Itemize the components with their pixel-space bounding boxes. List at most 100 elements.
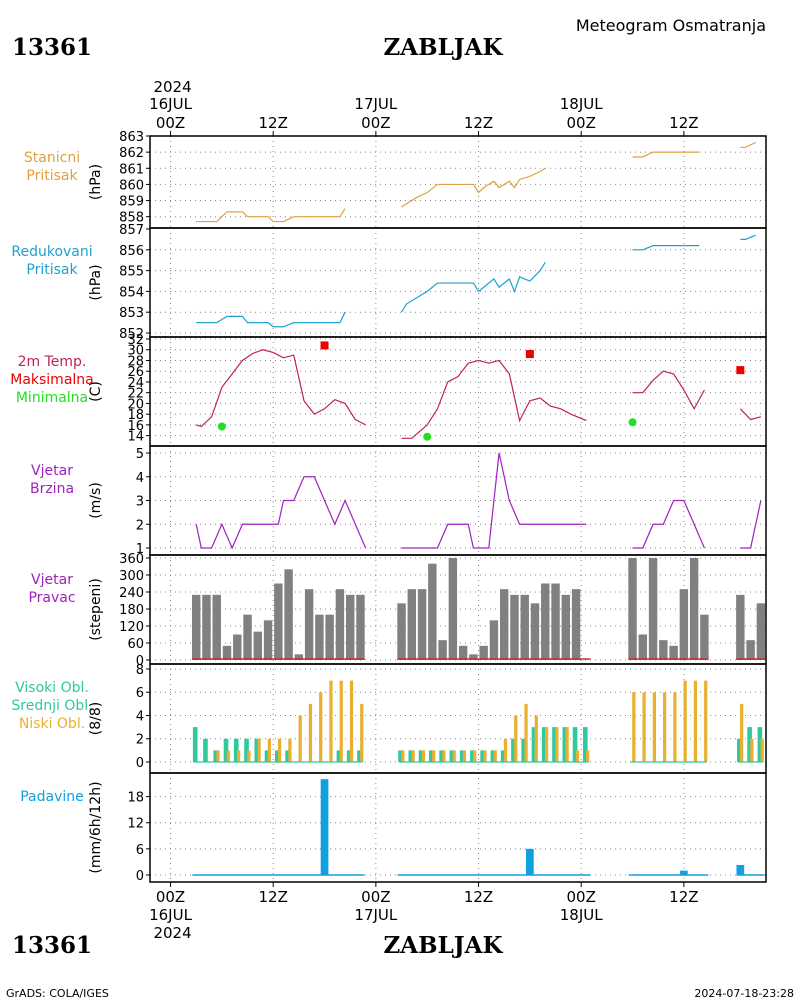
y-tick-label: 2 [136,518,144,533]
y-axis-label: (stepeni) [88,578,104,641]
direction-bar [233,634,242,660]
bottom-day-label: 16JUL [149,906,192,924]
series-line [401,167,546,208]
cloud-high-bar [572,727,578,762]
cloud-low-bar [257,738,261,762]
direction-bar [736,594,745,660]
series-line [632,245,700,251]
cloud-low-bar [683,680,687,762]
panel-frame [149,135,767,229]
cloud-low-bar [329,680,333,762]
cloud-low-bar [524,703,528,762]
cloud-high-bar [233,738,239,762]
direction-bar [479,645,488,660]
cloud-high-bar [583,727,588,762]
cloud-high-bar [336,750,342,762]
panel-label: Maksimalna [10,372,94,388]
bottom-tick-label: 00Z [156,888,185,906]
top-day-label: 17JUL [354,95,397,113]
series-line [401,261,546,313]
direction-bar [551,583,560,660]
panel-frame [149,336,767,447]
meteogram-title: Meteogram Osmatranja [576,16,766,35]
y-tick-label: 14 [127,430,144,445]
y-axis-label: (C) [88,381,104,402]
cloud-low-bar [411,750,415,762]
top-tick-label: 12Z [464,114,493,132]
panel-label: Minimalna [16,390,88,406]
bottom-year-label: 2024 [153,924,191,942]
y-tick-label: 854 [119,285,144,300]
series-line [195,476,367,550]
series-line [196,311,346,328]
direction-bar [191,594,201,660]
cloud-high-bar [398,750,403,762]
y-tick-label: 859 [119,195,144,210]
y-tick-label: 855 [119,265,144,280]
min-temp-marker [628,418,637,427]
direction-bar [541,583,550,660]
top-tick-label: 00Z [361,114,390,132]
cloud-high-bar [244,738,249,762]
cloud-high-bar [459,750,465,762]
series-line [196,208,346,223]
cloud-high-bar [521,738,527,762]
direction-bar [212,594,221,660]
max-temp-marker [320,341,329,350]
y-tick-label: 120 [119,620,144,635]
direction-bar [407,589,417,660]
direction-bar [263,620,273,660]
y-tick-label: 0 [136,869,144,884]
y-tick-label: 18 [127,408,144,423]
cloud-low-bar [503,738,508,762]
cloud-low-bar [216,750,220,762]
direction-bar [756,603,766,660]
direction-bar [530,603,540,660]
direction-bar [659,640,668,660]
top-year-label: 2024 [153,78,191,96]
cloud-low-bar [442,750,446,762]
panel-label: Srednji Obl. [11,698,92,714]
y-tick-label: 4 [136,709,144,724]
cloud-high-bar [562,727,568,762]
direction-bar [222,645,232,660]
precip-bar [736,864,745,875]
y-axis-label: (8/8) [88,702,104,735]
y-tick-label: 28 [127,354,144,369]
panel-label: Visoki Obl. [15,680,89,696]
cloud-low-bar [760,738,764,762]
station-id-bottom: 13361 [12,932,92,959]
cloud-low-bar [319,692,323,762]
direction-bar [202,594,211,660]
direction-bar [335,589,345,660]
panel-frame [149,772,767,883]
direction-bar [571,589,581,660]
y-tick-label: 180 [119,603,144,618]
panel-label: Pritisak [26,262,78,278]
series-line [740,141,756,148]
direction-bar [669,645,678,660]
bottom-tick-label: 12Z [259,888,288,906]
panel-label: Niski Obl. [19,716,85,732]
direction-bar [489,620,499,660]
direction-bar [315,614,324,660]
cloud-high-bar [357,750,362,762]
bottom-day-label: 17JUL [354,906,397,924]
cloud-low-bar [298,715,302,762]
cloud-low-bar [360,703,364,762]
y-tick-label: 60 [127,637,144,652]
cloud-low-bar [565,727,569,762]
y-axis-label: (mm/6h/12h) [88,781,104,873]
cloud-low-bar [544,727,549,762]
station-name-bottom: ZABLJAK [384,932,504,959]
cloud-high-bar [737,738,742,762]
cloud-low-bar [401,750,405,762]
direction-bar [499,589,509,660]
max-temp-marker [525,350,534,359]
y-tick-label: 3 [136,495,144,510]
direction-bar [417,589,427,660]
direction-bar [700,614,709,660]
cloud-low-bar [483,750,487,762]
cloud-high-bar [275,750,280,762]
